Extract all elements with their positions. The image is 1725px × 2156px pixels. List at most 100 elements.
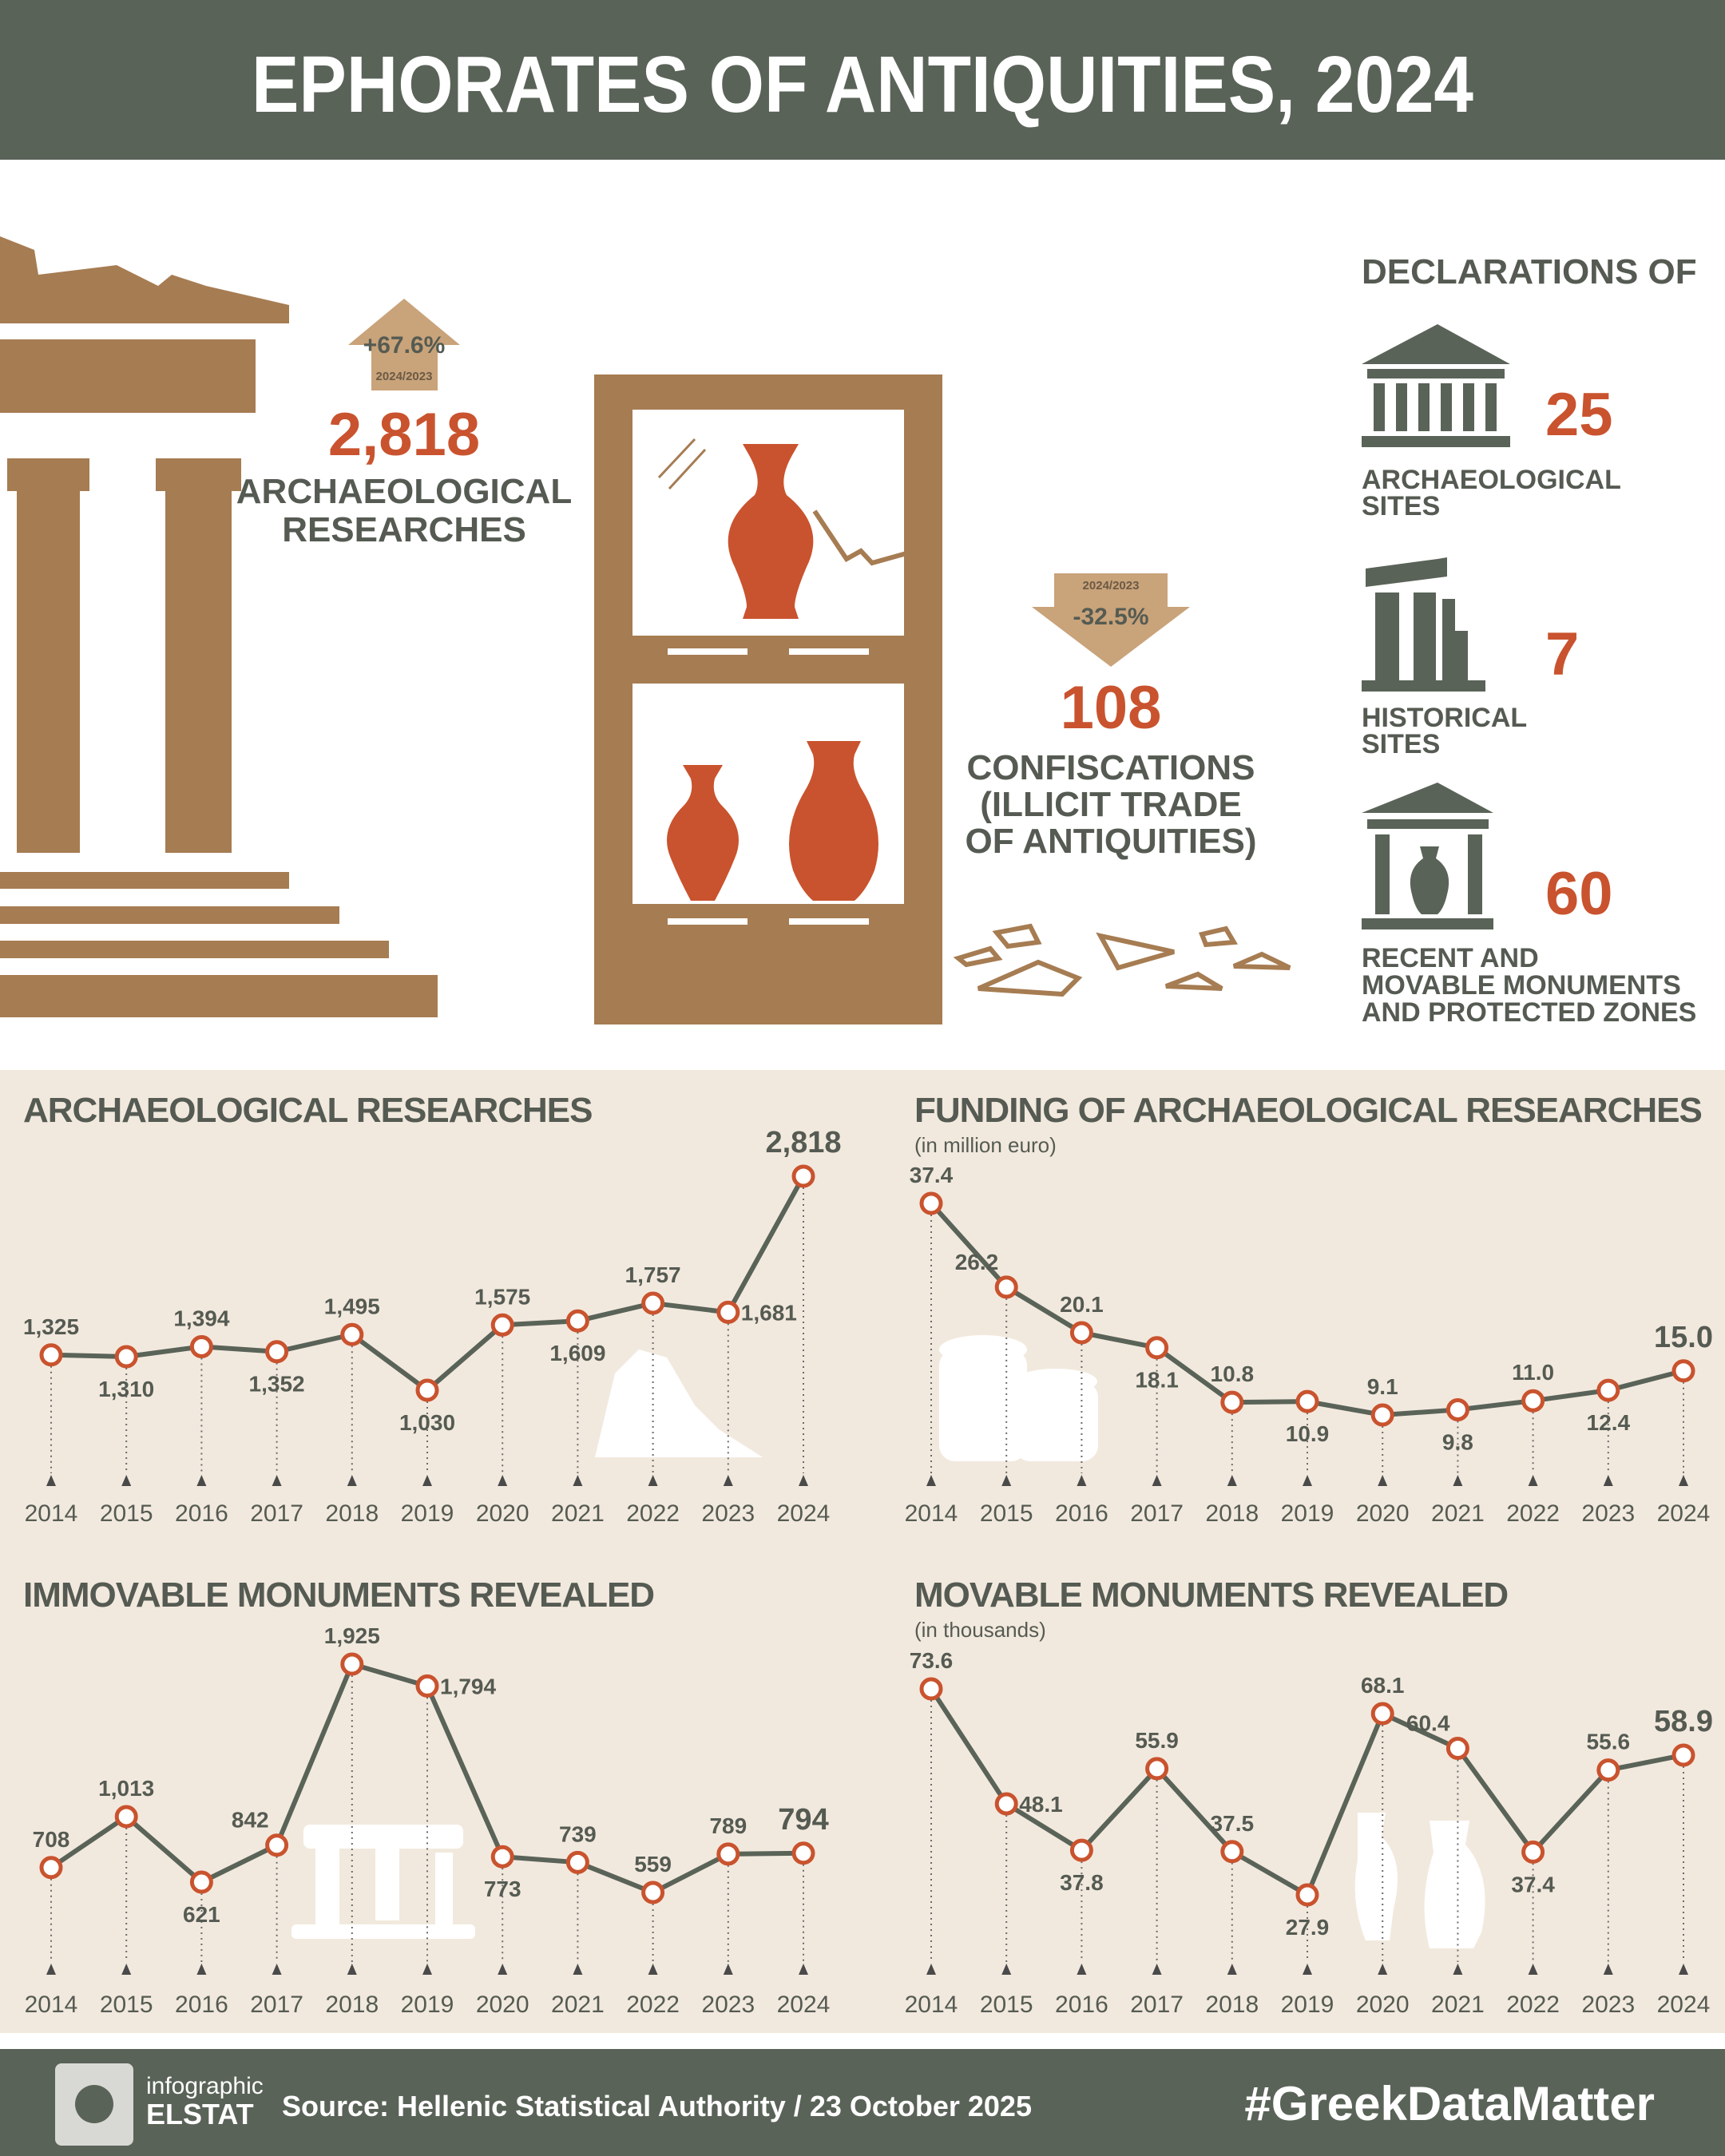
marker xyxy=(716,1300,740,1324)
x-tick-label: 2014 xyxy=(905,1992,958,2018)
tick-mark xyxy=(1227,1964,1237,1975)
x-tick-label: 2020 xyxy=(476,1992,529,2018)
x-tick-label: 2015 xyxy=(980,1500,1033,1527)
x-tick-label: 2016 xyxy=(175,1500,228,1527)
tick-mark xyxy=(648,1475,658,1486)
marker xyxy=(114,1805,138,1829)
marker xyxy=(791,1841,815,1865)
source: Source: Hellenic Statistical Authority /… xyxy=(282,2090,1032,2122)
highlight-label: OF ANTIQUITIES) xyxy=(965,822,1256,861)
x-tick-label: 2016 xyxy=(1055,1500,1108,1527)
value-label: 73.6 xyxy=(910,1648,954,1673)
marker xyxy=(265,1340,289,1364)
tick-mark xyxy=(723,1475,733,1486)
marker xyxy=(565,1309,589,1333)
tick-mark xyxy=(272,1964,282,1975)
coins-watermark xyxy=(939,1335,1098,1461)
marker xyxy=(1521,1389,1545,1413)
value-label: 27.9 xyxy=(1286,1915,1330,1940)
tick-mark xyxy=(422,1964,432,1975)
x-tick-label: 2023 xyxy=(701,1992,755,2018)
marker xyxy=(189,1334,213,1358)
value-label: 10.8 xyxy=(1211,1361,1255,1386)
declaration-value: 7 xyxy=(1545,620,1579,688)
marker xyxy=(490,1313,514,1337)
x-tick-label: 2023 xyxy=(701,1500,755,1527)
increase-arrow xyxy=(348,299,460,390)
change-label: -32.5% xyxy=(1073,604,1148,630)
marker xyxy=(641,1881,665,1904)
tick-mark xyxy=(1077,1475,1087,1486)
x-tick-label: 2024 xyxy=(1657,1500,1711,1527)
x-tick-label: 2019 xyxy=(1281,1500,1334,1527)
cabinet-illustration xyxy=(594,375,942,1024)
tick-mark xyxy=(1378,1964,1388,1975)
marker xyxy=(716,1842,740,1866)
x-tick-label: 2017 xyxy=(1130,1992,1184,2018)
highlight-value: 2,818 xyxy=(328,401,480,469)
tick-mark xyxy=(46,1964,56,1975)
highlight-label: (ILLICIT TRADE xyxy=(980,785,1242,824)
declaration-label: AND PROTECTED ZONES xyxy=(1362,997,1696,1028)
value-label: 1,394 xyxy=(173,1306,229,1330)
value-label: 739 xyxy=(559,1821,597,1846)
x-tick-label: 2021 xyxy=(551,1992,605,2018)
temple-illustration xyxy=(0,236,438,1017)
value-label: 773 xyxy=(484,1877,521,1901)
marker xyxy=(39,1343,63,1367)
brand: ELSTAT xyxy=(146,2098,254,2130)
tick-mark xyxy=(573,1964,583,1975)
value-label: 1,495 xyxy=(324,1294,380,1318)
tick-mark xyxy=(648,1964,658,1975)
value-label: 789 xyxy=(709,1813,747,1838)
x-tick-label: 2022 xyxy=(626,1500,680,1527)
declarations-heading: DECLARATIONS OF xyxy=(1362,252,1697,291)
vases-watermark xyxy=(1354,1813,1485,1948)
tick-mark xyxy=(723,1964,733,1975)
x-tick-label: 2022 xyxy=(1506,1500,1560,1527)
marker xyxy=(994,1275,1018,1299)
tick-mark xyxy=(1453,1475,1463,1486)
marker xyxy=(1069,1321,1093,1345)
period-label: 2024/2023 xyxy=(1083,579,1140,593)
value-label: 48.1 xyxy=(1019,1792,1063,1817)
marker xyxy=(1220,1840,1244,1864)
x-tick-label: 2023 xyxy=(1581,1500,1635,1527)
marker xyxy=(265,1833,289,1857)
marker xyxy=(1145,1757,1169,1781)
marker xyxy=(1370,1702,1394,1726)
x-tick-label: 2020 xyxy=(1356,1500,1410,1527)
value-label: 18.1 xyxy=(1135,1368,1179,1393)
x-tick-label: 2017 xyxy=(250,1992,303,2018)
tick-mark xyxy=(1679,1964,1688,1975)
value-label: 1,352 xyxy=(249,1372,305,1397)
x-tick-label: 2024 xyxy=(777,1500,831,1527)
archaeological-site-icon xyxy=(1362,324,1510,447)
value-label: 68.1 xyxy=(1361,1673,1405,1698)
declaration-label: MOVABLE MONUMENTS xyxy=(1362,970,1681,1001)
x-tick-label: 2024 xyxy=(777,1992,831,2018)
tick-mark xyxy=(1453,1964,1463,1975)
value-label: 1,794 xyxy=(440,1674,496,1698)
x-tick-label: 2018 xyxy=(1205,1500,1259,1527)
marker xyxy=(641,1291,665,1315)
marker xyxy=(565,1850,589,1874)
tick-mark xyxy=(347,1475,357,1486)
x-tick-label: 2015 xyxy=(100,1992,153,2018)
tick-mark xyxy=(1378,1475,1388,1486)
declaration-label: SITES xyxy=(1362,729,1440,759)
value-label: 1,609 xyxy=(549,1341,605,1365)
tick-mark xyxy=(272,1475,282,1486)
x-tick-label: 2016 xyxy=(1055,1992,1108,2018)
declaration-label: HISTORICAL xyxy=(1362,703,1527,733)
tick-mark xyxy=(1001,1475,1012,1486)
value-label: 55.6 xyxy=(1587,1730,1631,1754)
page-title: EPHORATES OF ANTIQUITIES, 2024 xyxy=(252,40,1473,129)
tick-mark xyxy=(1303,1964,1312,1975)
value-label: 26.2 xyxy=(955,1250,999,1274)
tick-mark xyxy=(498,1964,508,1975)
declaration-label: RECENT AND xyxy=(1362,943,1539,973)
tick-mark xyxy=(799,1475,808,1486)
tick-mark xyxy=(46,1475,56,1486)
